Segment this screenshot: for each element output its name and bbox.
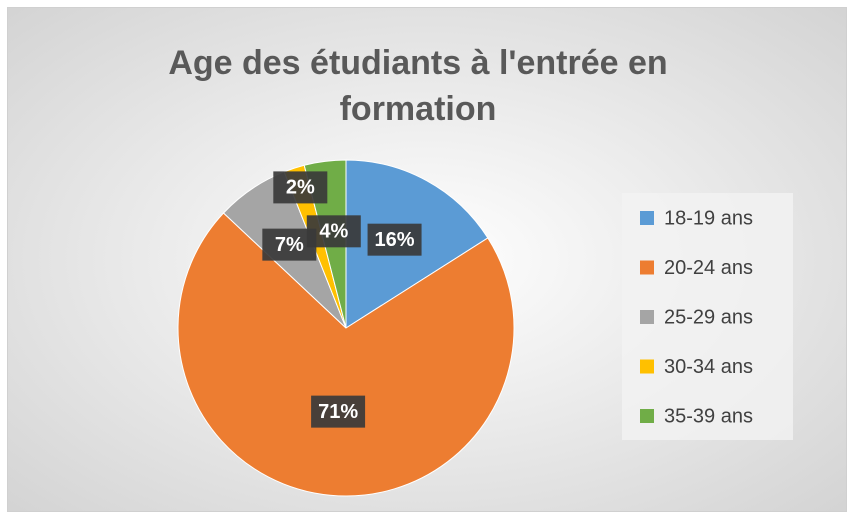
- legend-swatch: [640, 310, 654, 324]
- data-label: 4%: [319, 221, 348, 243]
- legend-label: 35-39 ans: [664, 405, 753, 427]
- data-label: 7%: [275, 234, 304, 256]
- data-label: 71%: [318, 401, 358, 423]
- legend-swatch: [640, 359, 654, 374]
- legend-label: 25-29 ans: [664, 306, 753, 328]
- data-label-box: [311, 395, 366, 428]
- data-label-box: [306, 215, 361, 248]
- legend-swatch: [640, 409, 654, 423]
- legend-swatch: [640, 260, 654, 275]
- data-label-box: [367, 223, 422, 256]
- data-label: 16%: [375, 229, 415, 251]
- legend-label: 30-34 ans: [664, 356, 753, 378]
- legend-label: 18-19 ans: [664, 207, 753, 229]
- legend-swatch: [640, 211, 654, 225]
- pie-slice: [177, 212, 515, 497]
- data-label: 2%: [286, 177, 315, 199]
- data-label-box: [273, 171, 328, 204]
- legend-label: 20-24 ans: [664, 257, 753, 279]
- chart-title: Age des étudiants à l'entrée en formatio…: [168, 44, 668, 128]
